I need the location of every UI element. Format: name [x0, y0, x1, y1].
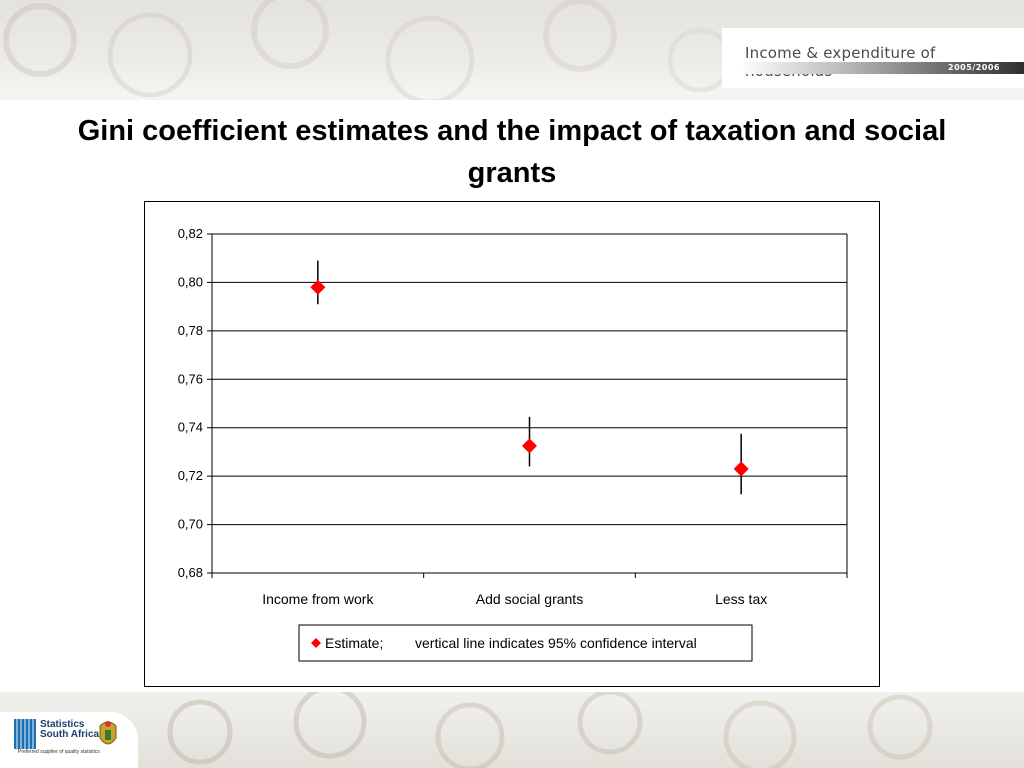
- banner-year: 2005/2006: [948, 63, 1000, 72]
- footer-band: [0, 692, 1024, 768]
- y-tick-label: 0,82: [178, 226, 203, 241]
- decorative-pattern: [3, 0, 733, 100]
- header-banner: [722, 28, 1024, 88]
- y-tick-label: 0,80: [178, 274, 203, 289]
- banner-bar: [740, 62, 1024, 74]
- legend-marker: [311, 638, 321, 648]
- chart-frame: 0,68 0,70 0,72 0,74 0,76 0,78 0,80 0,82 Income f…: [144, 201, 880, 687]
- x-tick-label: Income from work: [262, 591, 374, 607]
- logo-line1: Statistics: [40, 719, 85, 730]
- y-tick-label: 0,76: [178, 371, 203, 386]
- logo-tagline: Preferred supplier of quality statistics: [18, 749, 100, 755]
- legend-note: vertical line indicates 95% confidence i…: [415, 635, 697, 651]
- coat-of-arms-icon: [99, 721, 117, 745]
- stats-sa-logo-text: Statistics South Africa: [40, 720, 99, 740]
- x-tick-label: Add social grants: [476, 591, 583, 607]
- estimate-point: [522, 438, 537, 454]
- legend-series-name: Estimate;: [325, 635, 383, 651]
- y-tick-label: 0,78: [178, 323, 203, 338]
- page-title: Gini coefficient estimates and the impac…: [77, 115, 947, 189]
- estimate-point: [733, 461, 749, 477]
- x-tick-label: Less tax: [715, 591, 767, 607]
- legend-box: [298, 624, 753, 662]
- y-tick-label: 0,70: [178, 517, 203, 532]
- stats-sa-logo-icon: [14, 719, 36, 749]
- y-tick-label: 0,74: [178, 420, 203, 435]
- y-tick-label: 0,72: [178, 468, 203, 483]
- y-tick-label: 0,68: [178, 565, 203, 580]
- gini-chart: 0,68 0,70 0,72 0,74 0,76 0,78 0,80 0,82 Income f…: [178, 226, 848, 662]
- footer-pattern: [167, 692, 933, 768]
- estimate-point: [310, 279, 326, 295]
- logo-line2: South Africa: [40, 729, 100, 740]
